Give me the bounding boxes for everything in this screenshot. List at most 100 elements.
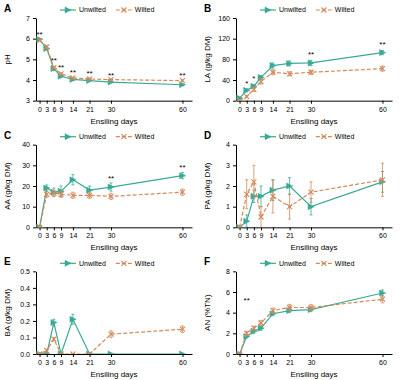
y-tick-mark: [33, 145, 36, 146]
annotation: **: [179, 164, 185, 173]
y-tick-label: 10: [22, 203, 30, 210]
x-tick-label: 60: [179, 106, 187, 113]
x-tick-mark: [240, 101, 241, 104]
x-tick-mark: [182, 101, 183, 104]
x-tick-label: 6: [252, 359, 256, 366]
legend-item: Unwilted: [260, 260, 306, 267]
marker: [251, 87, 256, 92]
legend-item: Wilted: [116, 6, 155, 13]
x-tick-mark: [54, 354, 55, 357]
x-tick: 30: [308, 354, 316, 366]
legend-marker: [265, 134, 271, 140]
error-bar: [110, 193, 113, 199]
y-tick-label: 40: [22, 141, 30, 148]
x-tick: 21: [86, 227, 94, 239]
error-bar: [71, 192, 74, 198]
error-bar: [381, 296, 384, 303]
y-tick-label: 2: [226, 330, 230, 337]
annotation: **: [308, 50, 314, 59]
x-axis: 036914213060: [237, 354, 393, 366]
y-tick-mark: [233, 354, 236, 355]
legend-label: Wilted: [335, 6, 355, 13]
annotation: **: [108, 174, 114, 183]
marker: [51, 66, 57, 72]
y-tick: 0.3: [20, 301, 36, 308]
error-bar: [288, 194, 291, 219]
legend-label: Unwilted: [279, 6, 306, 13]
y-tick: 3: [226, 162, 236, 169]
x-tick-mark: [273, 101, 274, 104]
legend-marker: [65, 7, 71, 13]
y-tick-label: 0.0: [20, 351, 30, 358]
y-tick: 5: [26, 56, 36, 63]
marker: [70, 352, 75, 355]
x-tick: 21: [286, 227, 294, 239]
x-tick: 14: [70, 101, 78, 113]
marker: [44, 348, 49, 353]
error-bar: [271, 308, 274, 313]
error-bar: [88, 192, 91, 198]
legend-label: Wilted: [135, 260, 155, 267]
legend-label: Unwilted: [279, 260, 306, 267]
x-tick-mark: [382, 354, 383, 357]
y-tick: 0.1: [20, 334, 36, 341]
marker: [70, 193, 75, 198]
y-axis-title: PA (g/kg DM): [203, 162, 212, 209]
legend-marker: [65, 260, 71, 266]
legend-label: Wilted: [135, 6, 155, 13]
x-tick-label: 21: [286, 359, 294, 366]
annotation: **: [179, 71, 185, 80]
y-axis: 04080120160: [218, 15, 236, 105]
legend-item: Wilted: [316, 260, 355, 267]
error-bar: [310, 70, 313, 74]
series: [237, 290, 386, 354]
x-tick-label: 3: [245, 106, 249, 113]
x-tick-label: 60: [379, 359, 387, 366]
y-tick-label: 0: [226, 351, 230, 358]
y-tick-label: 160: [218, 15, 230, 22]
series-line: [240, 182, 383, 227]
x-axis-line: [37, 227, 193, 228]
marker: [270, 194, 275, 199]
x-axis-line: [237, 227, 393, 228]
y-axis: 01234: [226, 141, 236, 231]
error-bar: [245, 180, 248, 209]
x-tick-mark: [182, 354, 183, 357]
x-tick-mark: [290, 227, 291, 230]
marker: [109, 194, 114, 199]
y-tick: 0.2: [20, 318, 36, 325]
legend: UnwiltedWilted: [260, 133, 354, 140]
plot-area: [237, 50, 386, 101]
error-bar: [271, 70, 274, 75]
marker: [44, 192, 49, 197]
y-tick: 120: [218, 35, 236, 42]
x-tick-label: 60: [379, 232, 387, 239]
y-tick: 0.0: [20, 351, 36, 358]
y-tick: 30: [22, 162, 36, 169]
marker: [108, 351, 114, 354]
x-tick: 3: [45, 354, 49, 366]
y-axis-line: [36, 272, 37, 355]
x-tick-mark: [47, 354, 48, 357]
marker: [244, 192, 249, 197]
series: [237, 66, 385, 101]
x-tick-mark: [54, 227, 55, 230]
y-tick: 1: [226, 203, 236, 210]
x-tick-label: 21: [86, 359, 94, 366]
x-tick-label: 30: [108, 232, 116, 239]
y-tick-mark: [33, 354, 36, 355]
marker: [244, 218, 250, 224]
annotation: *: [252, 74, 255, 83]
y-tick-mark: [33, 337, 36, 338]
x-axis: 036914213060: [237, 227, 393, 239]
x-tick: 14: [70, 354, 78, 366]
x-tick: 30: [308, 227, 316, 239]
x-tick-label: 6: [252, 106, 256, 113]
panel-label: C: [4, 130, 11, 141]
x-tick: 6: [52, 354, 56, 366]
y-tick-mark: [233, 101, 236, 102]
panel-label: F: [204, 256, 210, 267]
marker: [51, 320, 57, 326]
x-tick: 9: [260, 227, 264, 239]
marker: [179, 173, 185, 179]
